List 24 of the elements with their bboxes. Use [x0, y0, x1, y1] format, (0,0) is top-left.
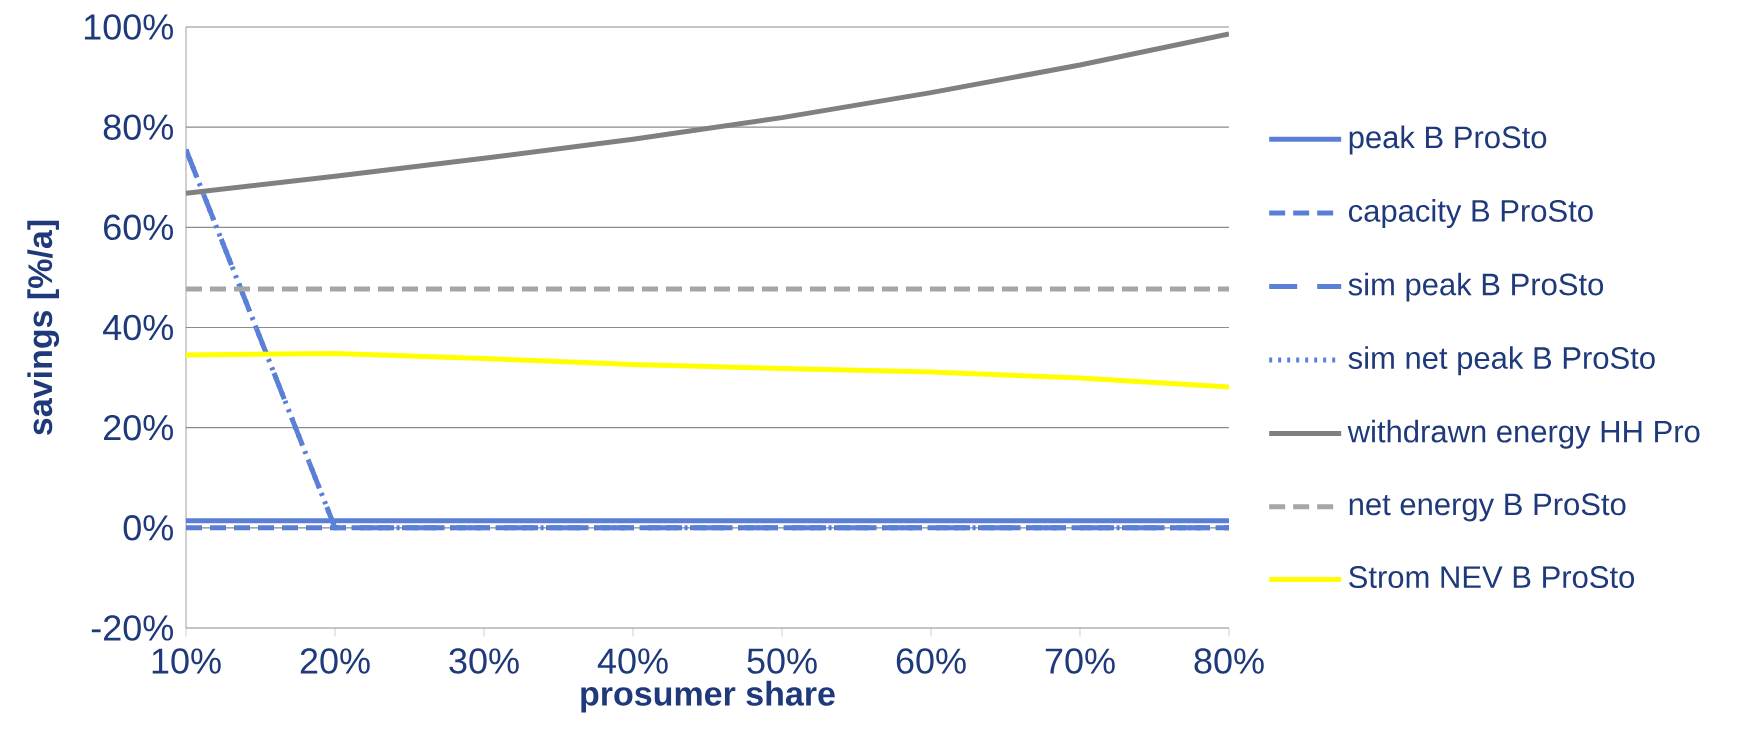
- y-axis-title: savings [%/a]: [27, 220, 60, 435]
- legend-label: withdrawn energy HH Pro: [1347, 419, 1700, 449]
- legend-label: capacity B ProSto: [1349, 199, 1593, 229]
- x-tick-label: 40%: [597, 648, 668, 674]
- y-tick-label: 80%: [103, 114, 173, 140]
- y-tick-label: 20%: [104, 414, 173, 441]
- y-tick-label: -20%: [91, 615, 173, 641]
- x-tick-label: 20%: [300, 648, 370, 674]
- y-tick-label: 100%: [84, 14, 173, 40]
- y-tick-label: 60%: [104, 214, 173, 241]
- legend-label: sim peak B ProSto: [1348, 272, 1604, 302]
- y-tick-label: 40%: [103, 314, 173, 341]
- x-tick-label: 50%: [747, 648, 817, 674]
- x-tick-label: 10%: [152, 648, 221, 674]
- legend-label: net energy B ProSto: [1349, 493, 1626, 522]
- legend-label: peak B ProSto: [1349, 125, 1547, 155]
- y-tick-label: 0%: [123, 515, 173, 541]
- x-axis-title: prosumer share: [581, 680, 835, 713]
- x-tick-label: 80%: [1194, 648, 1264, 674]
- x-tick-label: 60%: [896, 648, 966, 674]
- legend-label: Strom NEV B ProSto: [1349, 566, 1635, 589]
- x-tick-label: 30%: [449, 648, 519, 674]
- legend-label: sim net peak B ProSto: [1348, 346, 1655, 376]
- x-tick-label: 70%: [1045, 648, 1115, 674]
